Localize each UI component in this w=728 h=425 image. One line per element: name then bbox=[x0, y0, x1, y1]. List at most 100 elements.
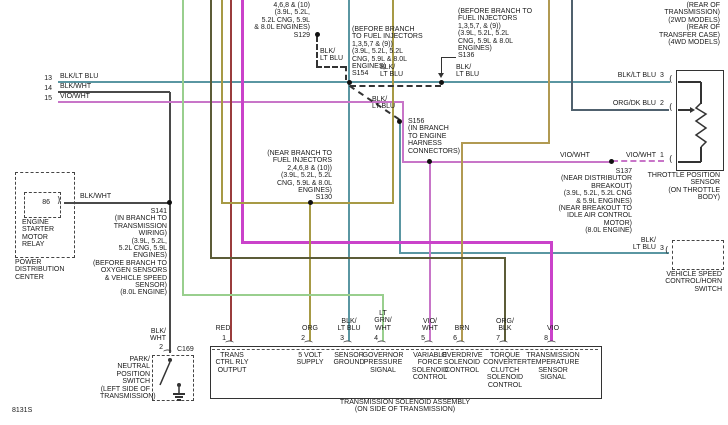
wire-blk-lt-blu-pin3-riser bbox=[348, 82, 350, 341]
tps-pin2-connector-icon: ( bbox=[669, 103, 673, 113]
pin1-connector-icon: ( bbox=[223, 339, 234, 344]
tps-inner-vert1 bbox=[700, 82, 702, 104]
wire-red-pin1 bbox=[230, 0, 232, 341]
splice-s137-note: S137 (NEAR DISTRIBUTOR BREAKOUT) (3.9L, … bbox=[558, 168, 632, 235]
pin4-wire-color: LT GRN/ WHT bbox=[374, 310, 392, 332]
splice-dot-s154 bbox=[347, 80, 352, 85]
pin4-num: 4 bbox=[374, 335, 378, 342]
wire-vio-horiz bbox=[241, 241, 553, 244]
tps-wiper-arrow-icon bbox=[690, 107, 695, 113]
splice-s141-note: S141 (IN BRANCH TO TRANSMISSION WIRING) … bbox=[92, 208, 167, 297]
left-pin-14-label: BLK/WHT bbox=[60, 83, 92, 90]
wire-org-pin2-riser bbox=[309, 202, 311, 341]
pin7-num: 7 bbox=[496, 335, 500, 342]
relay-terminal-86: 86 bbox=[42, 199, 50, 206]
wire-vio-wht-pin5-riser bbox=[429, 161, 431, 341]
wire-org-horiz bbox=[221, 202, 394, 204]
s136-elbow-v bbox=[441, 57, 442, 74]
pin5-wire-color: VIO/ WHT bbox=[422, 318, 438, 333]
relay-caption: ENGINE STARTER MOTOR RELAY bbox=[22, 219, 55, 249]
dash-s129-elbow2 bbox=[345, 66, 347, 80]
tps-caption: THROTTLE POSITION SENSOR (ON THROTTLE BO… bbox=[647, 172, 720, 202]
pdc-caption: POWER DISTRIBUTION CENTER bbox=[15, 259, 65, 281]
tps-pin3-label: BLK/LT BLU bbox=[617, 72, 656, 79]
wire-blk-wht-relay bbox=[64, 202, 170, 204]
left-pin-13-label: BLK/LT BLU bbox=[60, 73, 99, 80]
wire-org-vert2 bbox=[392, 0, 394, 203]
pnp-connector-label: C169 bbox=[177, 346, 194, 353]
wire-orgblk-vert bbox=[210, 0, 212, 259]
pin3-wire-color: BLK/ LT BLU bbox=[337, 318, 361, 333]
ground-icon-bar3 bbox=[177, 399, 181, 401]
pnp-switch-icon bbox=[159, 358, 181, 393]
tps-pin1-num: 1 bbox=[660, 152, 664, 159]
wire-orgblk-horiz bbox=[210, 257, 506, 259]
left-pin-15-num: 15 bbox=[44, 95, 52, 102]
junction-dot-pin5 bbox=[427, 159, 432, 164]
pin7-wire-color: ORG/ BLK bbox=[496, 318, 514, 333]
wire-orgblk-pin7-riser bbox=[504, 257, 506, 341]
wire-blk-lt-blu-s156-vert bbox=[399, 121, 401, 254]
left-pin-15-label: VIO/WHT bbox=[60, 93, 90, 100]
left-pin-13-num: 13 bbox=[44, 75, 52, 82]
pin5-function: VARIABLE FORCE SOLENOID CONTROL bbox=[411, 352, 449, 382]
splice-dot-s137 bbox=[609, 159, 614, 164]
dash-s154-s136 bbox=[350, 85, 441, 87]
solenoid-assembly-caption: TRANSMISSION SOLENOID ASSEMBLY (ON SIDE … bbox=[339, 399, 471, 414]
pdc-box bbox=[15, 172, 75, 258]
pin4-function: GOVERNOR PRESSURE SIGNAL bbox=[362, 352, 404, 374]
pnp-caption: PARK/ NEUTRAL POSITION SWITCH (LEFT SIDE… bbox=[100, 356, 156, 401]
wire-blk-lt-blu-main bbox=[58, 81, 670, 83]
pin8-num: 8 bbox=[544, 335, 548, 342]
splice-s136-note: (BEFORE BRANCH TO FUEL INJECTORS 1,3,5,7… bbox=[458, 8, 533, 60]
pin6-function: OVERDRIVE SOLENOID CONTROL bbox=[441, 352, 483, 374]
splice-s129-note: 4,6,8 & (10) (3.9L, 5.2L, 5.2L CNG, 5.9L… bbox=[254, 2, 310, 39]
vsc-pin-num: 3 bbox=[660, 245, 664, 252]
wire-blk-wht-vert bbox=[169, 92, 171, 353]
tps-inner-top bbox=[678, 81, 701, 83]
wire-ltgrn-pin4-riser bbox=[382, 294, 384, 341]
pin6-connector-icon: ( bbox=[454, 339, 465, 344]
pin3-function: SENSOR GROUND bbox=[333, 352, 365, 367]
wire-label-blkltblu-d: BLK/ LT BLU bbox=[372, 96, 396, 111]
pnp-wire-label: BLK/ WHT bbox=[150, 328, 166, 343]
wire-blk-lt-blu-top-vert bbox=[348, 0, 350, 82]
wire-brn-vert bbox=[548, 0, 550, 144]
relay-box bbox=[24, 192, 61, 218]
top-right-location-note: (REAR OF TRANSMISSION) (2WD MODELS) (REA… bbox=[658, 2, 720, 47]
wire-vio-vert1 bbox=[241, 0, 244, 244]
wire-label-blkltblu-a: BLK/ LT BLU bbox=[320, 48, 344, 63]
ground-icon bbox=[173, 393, 185, 395]
tps-inner-vert2 bbox=[700, 147, 702, 162]
vsc-caption: VEHICLE SPEED CONTROL/HORN SWITCH bbox=[665, 271, 722, 293]
pin7-connector-icon: ( bbox=[497, 339, 508, 344]
splice-dot-s141 bbox=[167, 200, 172, 205]
s136-arrow-icon bbox=[438, 73, 444, 78]
pin1-function: TRANS CTRL RLY OUTPUT bbox=[215, 352, 249, 374]
tps-pin3-num: 3 bbox=[660, 72, 664, 79]
wire-ltgrn-vert bbox=[182, 0, 184, 295]
pin6-wire-color: BRN bbox=[454, 325, 470, 332]
dash-s129-elbow bbox=[316, 66, 346, 68]
splice-dot-s156 bbox=[397, 119, 402, 124]
pin5-num: 5 bbox=[421, 335, 425, 342]
wire-vio-wht-vert bbox=[402, 101, 404, 162]
tps-pin3-connector-icon: ( bbox=[669, 75, 673, 85]
tps-box bbox=[676, 70, 724, 171]
pin5-connector-icon: ( bbox=[422, 339, 433, 344]
vsc-box bbox=[672, 240, 724, 270]
splice-dot-s129 bbox=[315, 32, 320, 37]
splice-dot-s130 bbox=[308, 200, 313, 205]
dash-vio-wht-tps bbox=[612, 160, 664, 162]
dash-s129-drop bbox=[316, 36, 318, 66]
wire-vio-pin8-riser bbox=[550, 241, 553, 341]
relay-connector-icon: ) bbox=[57, 196, 61, 206]
pin1-wire-color: RED bbox=[215, 325, 231, 332]
pin4-connector-icon: ( bbox=[375, 339, 386, 344]
pin3-connector-icon: ( bbox=[341, 339, 352, 344]
wire-label-blkltblu-b: BLK/ LT BLU bbox=[380, 64, 404, 79]
pin8-wire-color: VIO bbox=[546, 325, 560, 332]
pin1-num: 1 bbox=[222, 335, 226, 342]
tps-wiper bbox=[678, 109, 690, 111]
